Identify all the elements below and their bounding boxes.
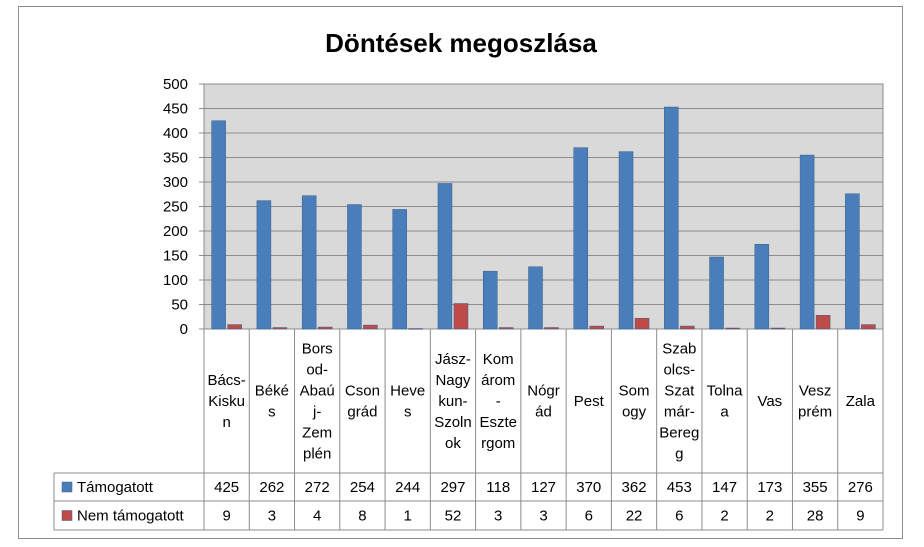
- table-value: 362: [622, 479, 647, 496]
- table-value: 254: [350, 479, 375, 496]
- bar-nem-tamogatott: [770, 327, 786, 330]
- plot-area: [203, 83, 884, 330]
- bar-tamogatott: [528, 266, 543, 330]
- bar-tamogatott: [392, 209, 407, 330]
- bar-nem-tamogatott: [272, 327, 288, 330]
- table-value: 127: [531, 479, 556, 496]
- bar-tamogatott: [754, 243, 770, 330]
- category-label: Kom árom -Eszte rgom: [479, 351, 517, 452]
- table-value: 2: [766, 508, 774, 525]
- bar-tamogatott: [573, 147, 589, 330]
- category-label: Jász-Nagy kun-Szoln ok: [434, 351, 472, 452]
- bar-nem-tamogatott: [815, 315, 831, 330]
- chart-frame: Döntések megoszlása 0 50 100 150 200 250 300 35…: [18, 6, 903, 539]
- category-label: Som ogy: [619, 383, 650, 421]
- table-value: 8: [358, 508, 366, 525]
- y-tick-label: 50: [171, 297, 188, 314]
- table-value: 3: [494, 508, 502, 525]
- table-value: 52: [445, 508, 462, 525]
- category-label: Heve s: [390, 383, 425, 421]
- y-tick-label: 100: [163, 272, 188, 289]
- bar-tamogatott: [664, 106, 679, 330]
- table-value: 6: [675, 508, 683, 525]
- y-tick-label: 0: [180, 321, 188, 338]
- bar-tamogatott: [347, 204, 362, 330]
- chart-title: Döntések megoszlása: [325, 28, 597, 58]
- bar-nem-tamogatott: [634, 317, 650, 330]
- table-value: 272: [305, 479, 330, 496]
- bar-tamogatott: [482, 270, 498, 330]
- bar-nem-tamogatott: [861, 324, 876, 330]
- bar-nem-tamogatott: [725, 327, 740, 330]
- table-value: 9: [856, 508, 864, 525]
- bar-nem-tamogatott: [453, 303, 469, 330]
- bar-tamogatott: [437, 183, 453, 330]
- bar-tamogatott: [301, 195, 317, 330]
- category-label: Nógr ád: [527, 383, 560, 421]
- bar-nem-tamogatott: [544, 327, 559, 330]
- y-axis: 0 50 100 150 200 250 300 350 400 450 500: [163, 76, 205, 338]
- category-label: Cson grád: [345, 383, 380, 421]
- bar-tamogatott: [845, 193, 860, 330]
- y-tick-label: 300: [163, 174, 188, 191]
- table-value: 173: [757, 479, 782, 496]
- table-value: 244: [395, 479, 420, 496]
- table-value: 2: [720, 508, 728, 525]
- bar-nem-tamogatott: [498, 327, 514, 330]
- table-value: 453: [667, 479, 692, 496]
- category-label: Bors od-Abaú j-Zem plén: [300, 341, 335, 463]
- table-value: 4: [313, 508, 321, 525]
- bar-tamogatott: [211, 120, 226, 330]
- y-tick-label: 450: [163, 101, 188, 118]
- bar-nem-tamogatott: [363, 324, 378, 330]
- category-label: Zala: [846, 393, 876, 410]
- table-value: 3: [268, 508, 276, 525]
- table-value: 425: [214, 479, 239, 496]
- category-label: Bács-Kisku n: [207, 372, 245, 431]
- table-value: 1: [404, 508, 412, 525]
- bar-nem-tamogatott: [680, 325, 695, 330]
- y-tick-label: 250: [163, 199, 188, 216]
- table-value: 276: [848, 479, 873, 496]
- category-label: Pest: [574, 393, 605, 410]
- y-tick-label: 350: [163, 150, 188, 167]
- bar-tamogatott: [618, 151, 634, 330]
- bar-tamogatott: [799, 154, 815, 330]
- bar-nem-tamogatott: [317, 326, 333, 330]
- legend-nem-tamogatott-swatch: [61, 510, 73, 521]
- table-value: 147: [712, 479, 737, 496]
- bars: [211, 106, 876, 330]
- bar-tamogatott: [256, 200, 272, 330]
- y-tick-label: 500: [163, 76, 188, 93]
- table-value: 297: [440, 479, 465, 496]
- table-value: 118: [486, 479, 510, 496]
- y-tick-label: 200: [163, 223, 188, 240]
- category-label: Vas: [757, 393, 782, 410]
- table-value: 22: [626, 508, 643, 525]
- bar-nem-tamogatott: [589, 325, 605, 330]
- table-value: 6: [585, 508, 593, 525]
- y-tick-label: 400: [163, 125, 188, 142]
- data-table: Bács-Kisku n Béké s Bors od-Abaú j-Zem plén Cson…: [53, 329, 884, 531]
- y-tick-label: 150: [163, 248, 188, 265]
- table-value: 28: [807, 508, 824, 525]
- table-value: 3: [539, 508, 547, 525]
- bar-nem-tamogatott: [408, 328, 423, 330]
- bar-chart: Döntések megoszlása 05010015020025030035…: [53, 28, 884, 531]
- legend-tamogatott-label: Támogatott: [77, 479, 154, 496]
- category-label: Béké s: [255, 383, 289, 421]
- table-value: 370: [576, 479, 601, 496]
- bar-nem-tamogatott: [227, 324, 242, 330]
- bar-tamogatott: [709, 256, 724, 330]
- legend-nem-tamogatott-label: Nem támogatott: [77, 508, 185, 525]
- table-value: 9: [222, 508, 230, 525]
- table-value: 355: [803, 479, 828, 496]
- category-label: Vesz prém: [798, 383, 832, 421]
- category-label: Tolna a: [707, 383, 744, 421]
- category-label: Szab olcs-Szat már-Bereg g: [659, 341, 699, 463]
- table-value: 262: [259, 479, 284, 496]
- legend-tamogatott-swatch: [61, 481, 73, 493]
